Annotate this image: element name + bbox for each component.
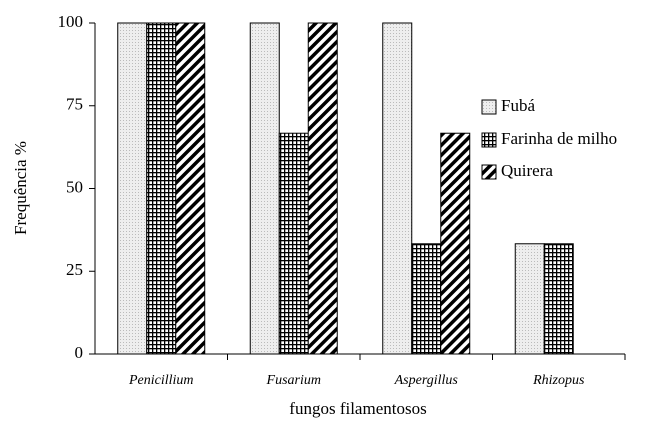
x-tick-label: Fusarium xyxy=(266,373,321,388)
y-tick-label: 50 xyxy=(66,177,83,196)
x-tick-label: Rhizopus xyxy=(532,373,585,388)
bar xyxy=(440,132,471,355)
y-axis-label: Frequência % xyxy=(11,141,30,235)
bar xyxy=(175,22,206,355)
y-tick-label: 75 xyxy=(66,95,83,114)
bar xyxy=(117,22,148,355)
bar xyxy=(382,22,413,355)
legend-swatch xyxy=(481,99,497,115)
legend-swatch xyxy=(481,164,497,180)
bar xyxy=(514,243,545,355)
x-tick-label: Penicillium xyxy=(128,373,194,388)
legend-swatch xyxy=(481,132,497,148)
x-axis-label: fungos filamentosos xyxy=(289,399,426,418)
legend-label: Quirera xyxy=(501,161,553,180)
legend-label: Fubá xyxy=(501,96,535,115)
bar xyxy=(411,243,442,355)
y-tick-label: 0 xyxy=(75,343,84,362)
bar xyxy=(543,243,574,355)
bar xyxy=(249,22,280,355)
legend-label: Farinha de milho xyxy=(501,129,617,148)
x-tick-label: Aspergillus xyxy=(394,373,459,388)
y-tick-label: 100 xyxy=(58,12,84,31)
y-tick-label: 25 xyxy=(66,260,83,279)
bar xyxy=(146,22,177,355)
bar xyxy=(278,132,309,355)
bar xyxy=(307,22,338,355)
